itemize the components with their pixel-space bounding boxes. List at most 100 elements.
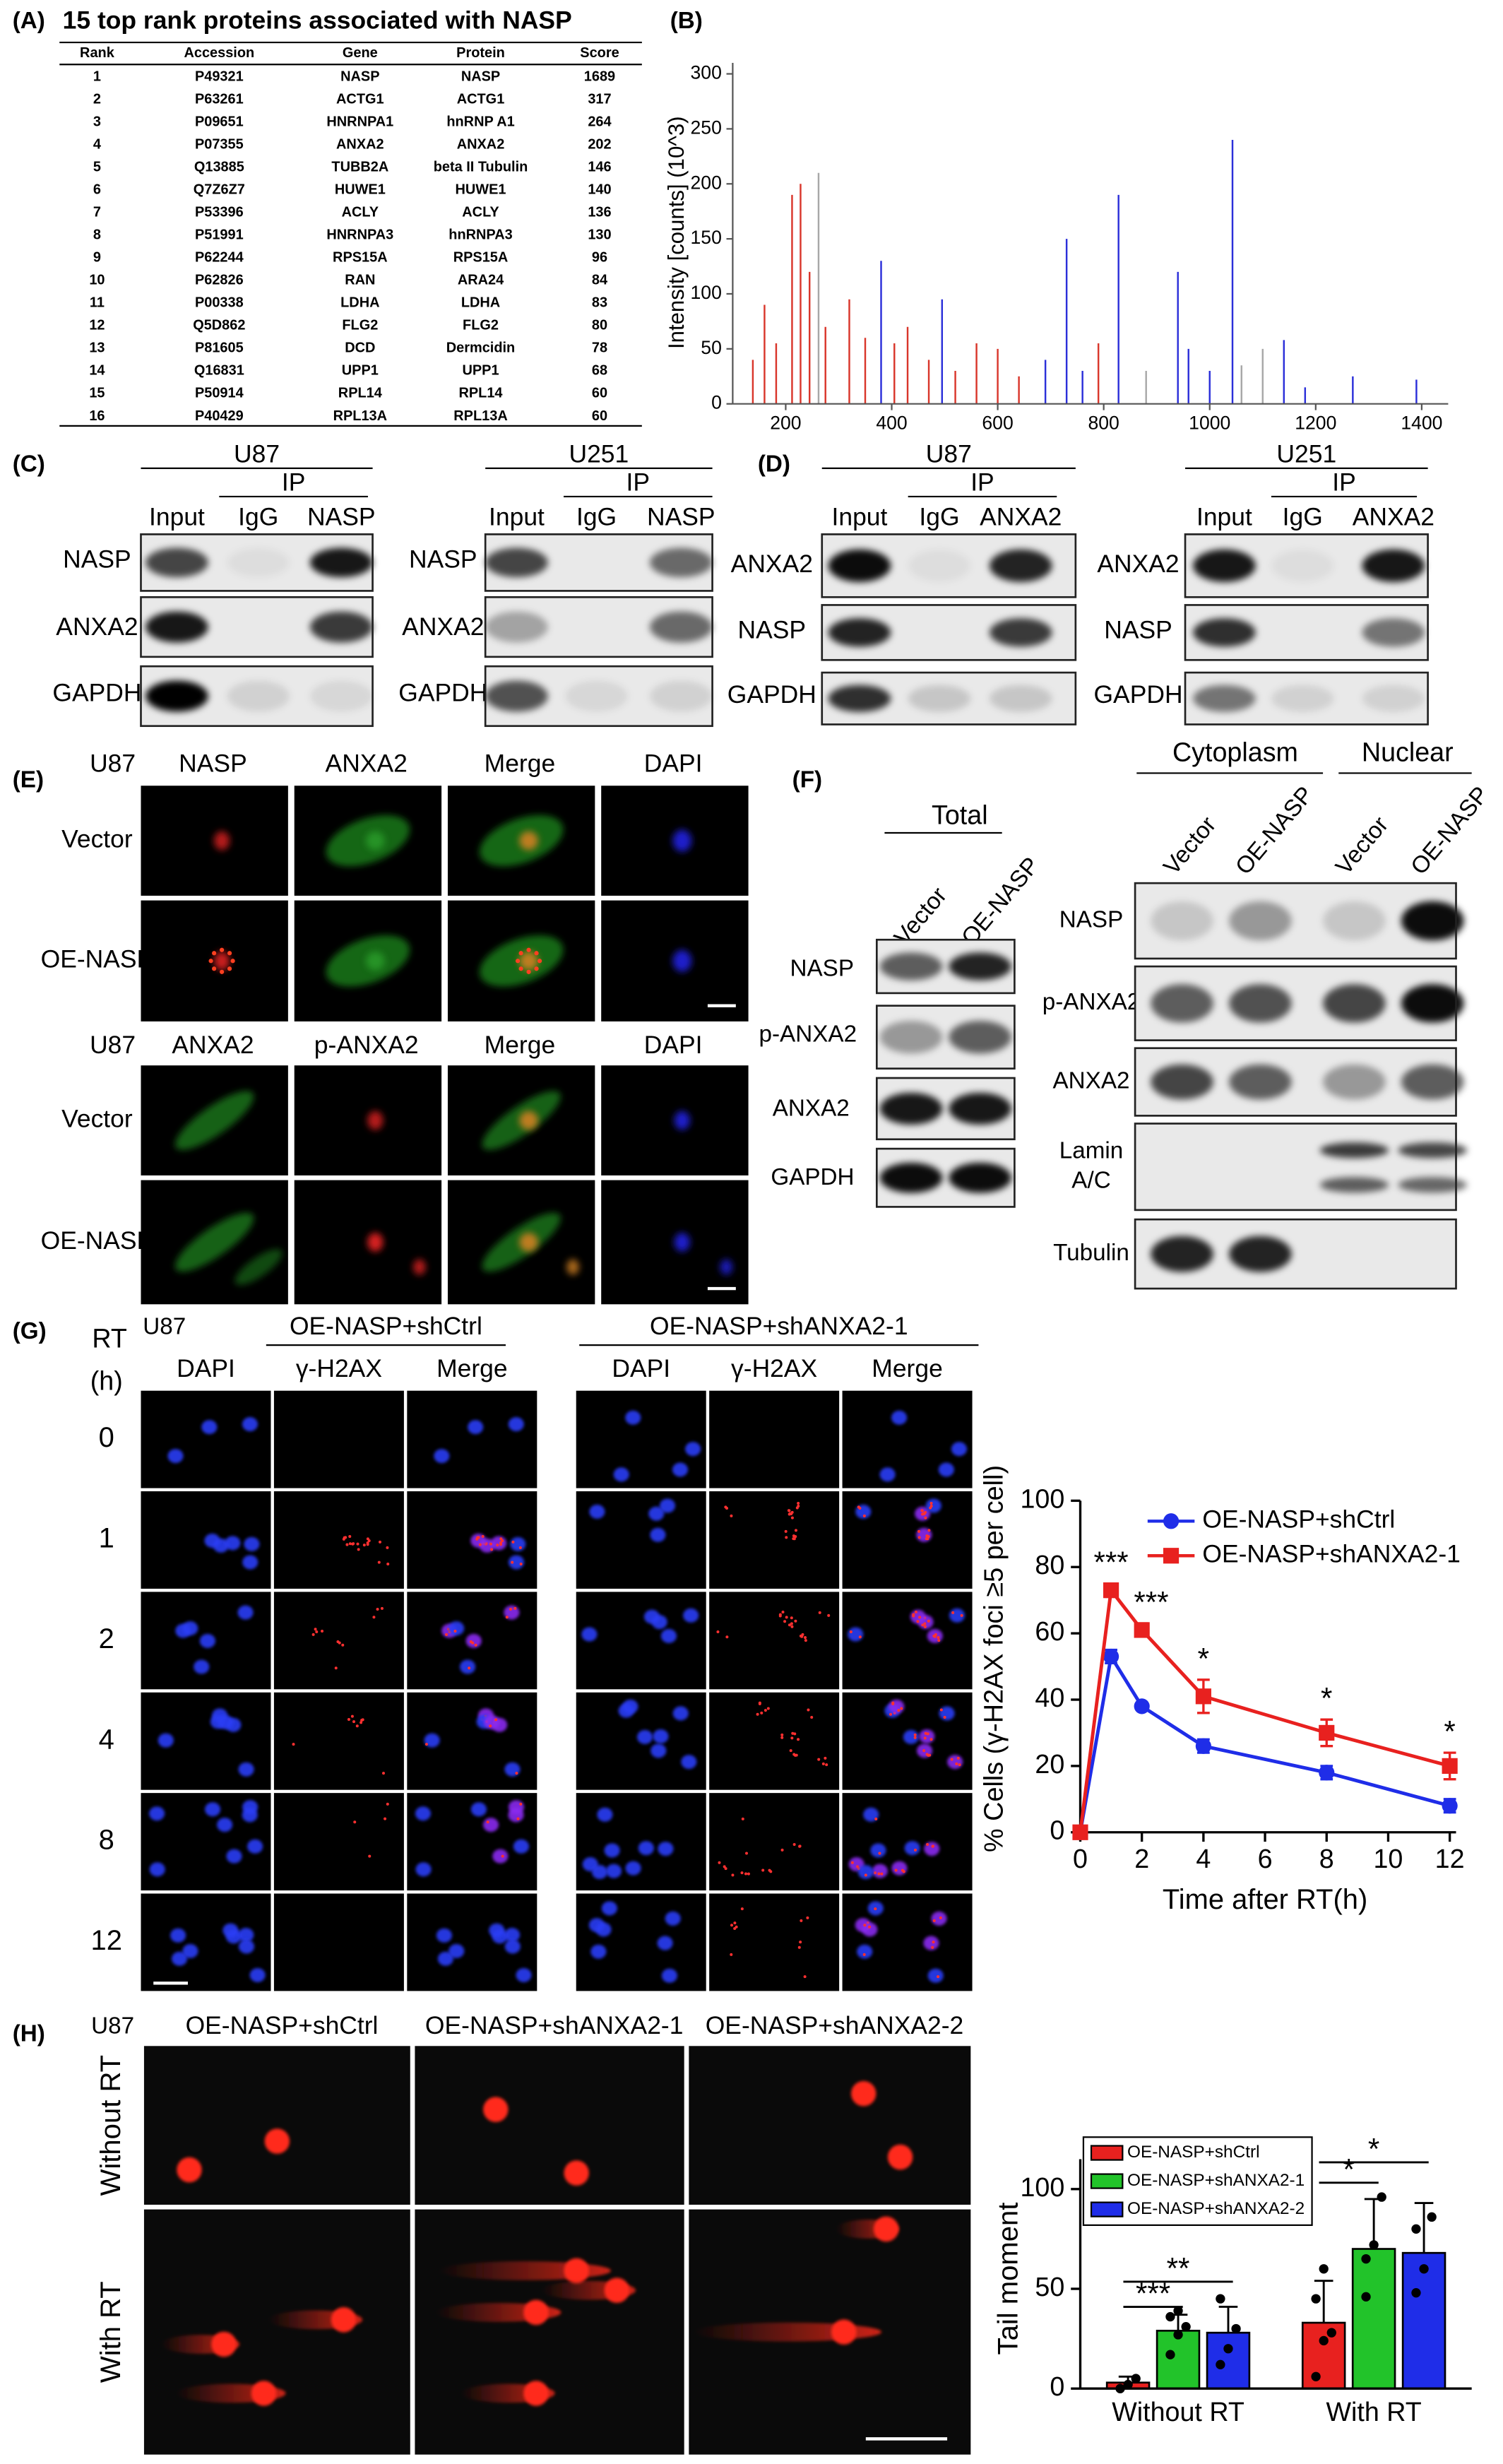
cell-line: U251: [569, 439, 629, 468]
nucleus: [889, 1699, 905, 1714]
foci: [766, 1707, 770, 1710]
foci: [208, 959, 213, 964]
foci: [937, 1636, 940, 1640]
cell-signal: [234, 1249, 283, 1286]
data-point: [1361, 2253, 1371, 2264]
panel-label: (F): [792, 766, 822, 793]
foci: [212, 951, 217, 956]
legend-swatch: [1090, 2145, 1124, 2161]
blot: [1135, 1123, 1456, 1210]
table-cell: RPL13A: [333, 408, 387, 424]
x-tick-label: 1000: [1189, 413, 1230, 434]
nucleus: [904, 1841, 920, 1856]
nucleus: [643, 1609, 660, 1624]
band: [989, 549, 1052, 582]
table-header: Accession: [184, 45, 254, 61]
foci: [807, 1708, 810, 1712]
table-header: Protein: [456, 45, 505, 61]
marker: [1442, 1798, 1458, 1814]
foci: [445, 1633, 448, 1636]
lane-label: IgG: [919, 502, 959, 531]
column-label: NASP: [179, 750, 247, 778]
foci: [920, 1509, 924, 1512]
foci: [902, 1870, 905, 1873]
micrograph: [709, 1592, 840, 1690]
blot-frame: [1184, 604, 1429, 661]
micrograph: [709, 1491, 840, 1589]
row-label: OE-NASP: [41, 945, 154, 973]
foci: [350, 1714, 354, 1718]
foci: [913, 1733, 917, 1736]
nucleus: [204, 1802, 221, 1817]
band: [1362, 685, 1425, 712]
foci: [955, 1762, 958, 1765]
foci: [314, 1628, 317, 1631]
nucleus: [650, 1527, 666, 1542]
nucleus: [242, 1417, 259, 1432]
data-point: [1173, 2306, 1183, 2316]
foci: [790, 1625, 794, 1628]
band: [485, 547, 548, 578]
table-cell: 146: [588, 159, 611, 174]
table-cell: NASP: [340, 69, 379, 84]
blot-frame: [876, 1005, 1016, 1070]
table-cell: 80: [592, 318, 607, 333]
significance-label: *: [1368, 2132, 1379, 2165]
band: [1193, 618, 1256, 647]
axis-word: RT: [92, 1323, 127, 1353]
band: [1401, 1064, 1464, 1100]
cell-line: U87: [90, 1031, 136, 1059]
cell-signal: [519, 1233, 538, 1252]
nucleus: [605, 1864, 622, 1878]
data-point: [1427, 2212, 1437, 2222]
nucleus: [415, 1806, 432, 1821]
row-label: GAPDH: [771, 1164, 854, 1190]
nucleus: [848, 1627, 864, 1642]
y-tick-label: 0: [1050, 1816, 1064, 1845]
cell-signal: [672, 949, 692, 972]
row-label: NASP: [1059, 906, 1124, 932]
nucleus: [508, 1555, 525, 1570]
foci: [928, 1753, 932, 1757]
marker: [1072, 1824, 1088, 1840]
micrograph: [842, 1592, 973, 1690]
comet-head: [523, 2381, 549, 2406]
band: [145, 547, 208, 578]
band: [309, 547, 373, 578]
foci: [791, 1731, 795, 1735]
ip-label: IP: [282, 468, 306, 496]
band: [227, 680, 290, 712]
foci: [789, 1749, 792, 1753]
band: [879, 1162, 943, 1193]
foci: [797, 1738, 800, 1741]
foci: [511, 1540, 515, 1544]
foci: [509, 1607, 512, 1611]
table-cell: 202: [588, 136, 611, 152]
group-label: Total: [932, 800, 988, 830]
nucleus: [247, 1839, 263, 1854]
table-cell: 1689: [584, 69, 615, 84]
table-cell: 15: [89, 386, 105, 401]
table-cell: P50914: [195, 386, 244, 401]
cell-signal: [214, 831, 230, 851]
foci: [790, 1622, 793, 1625]
table-cell: P40429: [195, 408, 244, 424]
lane-label: Input: [149, 502, 205, 531]
nucleus: [149, 1862, 165, 1877]
band: [879, 1021, 943, 1054]
nucleus: [625, 1410, 641, 1425]
lane-label: IgG: [238, 502, 278, 531]
ip-label: IP: [970, 468, 994, 496]
nucleus: [470, 1802, 487, 1817]
marker: [1319, 1765, 1335, 1781]
x-tick-label: 200: [770, 413, 801, 434]
table-cell: P09651: [195, 114, 244, 129]
row-label: p-ANXA2: [759, 1021, 857, 1048]
cell-signal: [672, 829, 692, 852]
nucleus: [613, 1467, 629, 1482]
table-cell: FLG2: [463, 318, 499, 333]
foci: [931, 1844, 934, 1848]
nucleus: [938, 1462, 954, 1477]
nucleus: [589, 1504, 605, 1519]
nucleus: [672, 1706, 689, 1721]
